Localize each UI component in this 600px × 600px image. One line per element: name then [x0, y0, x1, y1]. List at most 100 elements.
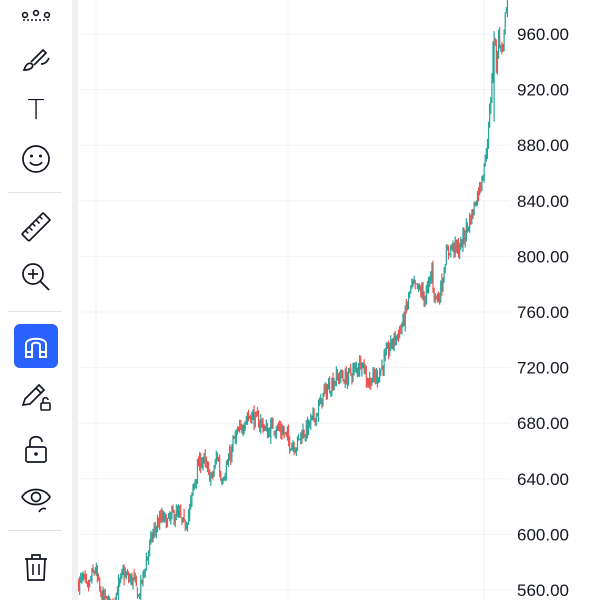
- candle-body: [94, 571, 96, 573]
- hide-drawings-tool[interactable]: [14, 477, 58, 521]
- candle-body: [448, 248, 449, 254]
- candle: [500, 44, 502, 52]
- candle: [446, 244, 449, 251]
- candle-body: [310, 418, 312, 425]
- candle: [204, 449, 206, 468]
- candle: [439, 292, 441, 305]
- candle-body: [255, 413, 257, 415]
- candle: [243, 423, 245, 435]
- candle-body: [473, 203, 475, 214]
- candle-body: [188, 514, 189, 522]
- candle: [144, 568, 146, 578]
- lock-all-tool[interactable]: [14, 427, 58, 471]
- candle: [474, 201, 476, 207]
- candle: [477, 187, 480, 202]
- price-axis[interactable]: 960.00 920.00 880.00 840.00 800.00 760.00 720.…: [517, 25, 569, 600]
- candle: [234, 430, 236, 444]
- candle: [185, 521, 187, 530]
- candle-body: [317, 413, 318, 417]
- candle: [464, 230, 466, 248]
- lock-drawings-tool[interactable]: [14, 374, 58, 418]
- candle-body: [264, 426, 266, 430]
- candle-body: [325, 386, 327, 397]
- candle-body: [320, 396, 322, 404]
- candle: [363, 359, 365, 374]
- pattern-tool[interactable]: [14, 0, 58, 30]
- candle-body: [293, 445, 295, 451]
- text-tool[interactable]: T: [14, 86, 58, 130]
- candle-body: [207, 466, 208, 468]
- emoji-tool[interactable]: [14, 137, 58, 181]
- candle: [333, 377, 335, 391]
- candle-body: [161, 512, 163, 521]
- candle-body: [230, 452, 232, 459]
- candle: [307, 419, 310, 436]
- candle: [273, 430, 275, 436]
- candle: [145, 552, 147, 571]
- candle-body: [177, 511, 178, 513]
- candle-body: [268, 430, 269, 437]
- candle: [151, 532, 153, 543]
- candle: [274, 429, 276, 438]
- candle-body: [442, 281, 444, 290]
- candle-body: [404, 307, 406, 326]
- candle-body: [367, 383, 368, 385]
- candle: [261, 418, 263, 428]
- brush-tool[interactable]: [14, 37, 58, 81]
- candle-body: [380, 369, 382, 375]
- zoom-in-tool[interactable]: [14, 255, 58, 299]
- candle-body: [458, 243, 459, 255]
- candle-body: [163, 513, 165, 519]
- candle: [262, 417, 264, 433]
- candle-body: [214, 460, 216, 468]
- candle-body: [354, 366, 356, 368]
- candle-body: [97, 568, 98, 578]
- candle: [152, 528, 154, 543]
- price-axis-label: 840.00: [517, 192, 569, 211]
- candle: [105, 595, 107, 600]
- candle-body: [174, 518, 176, 523]
- candle-body: [429, 278, 431, 282]
- candle-body: [504, 13, 506, 28]
- candle-body: [348, 369, 349, 380]
- candle-body: [402, 316, 404, 326]
- candle: [427, 276, 430, 294]
- candle: [147, 550, 150, 566]
- candle-body: [100, 586, 102, 592]
- candle: [174, 514, 176, 528]
- candle: [170, 511, 172, 525]
- candle-body: [158, 522, 159, 527]
- candle: [115, 592, 117, 600]
- magnet-tool[interactable]: [14, 324, 58, 368]
- candle: [314, 418, 316, 426]
- candle: [167, 513, 170, 519]
- candle: [433, 287, 435, 303]
- candle: [325, 383, 327, 401]
- candle-body: [257, 412, 258, 417]
- candle: [219, 454, 221, 478]
- candle: [436, 293, 439, 303]
- candle-body: [102, 590, 104, 600]
- candle-body: [154, 528, 156, 530]
- candle: [272, 417, 274, 430]
- delete-tool[interactable]: [14, 545, 58, 589]
- candle: [393, 332, 395, 352]
- candle: [184, 519, 186, 532]
- candle-body: [335, 372, 337, 385]
- candle-body: [129, 578, 131, 580]
- price-axis-label: 880.00: [517, 136, 569, 155]
- candle: [366, 377, 369, 388]
- candle: [329, 376, 331, 394]
- candle-body: [298, 437, 299, 439]
- candle-body: [403, 316, 405, 325]
- ruler-tool[interactable]: [14, 205, 58, 249]
- candle-body: [490, 99, 492, 111]
- candle: [437, 291, 440, 303]
- candle-body: [472, 211, 474, 215]
- candle: [252, 409, 254, 420]
- candle-body: [235, 434, 237, 438]
- candle-body: [468, 226, 469, 229]
- candle: [255, 411, 257, 418]
- candle-body: [281, 429, 283, 435]
